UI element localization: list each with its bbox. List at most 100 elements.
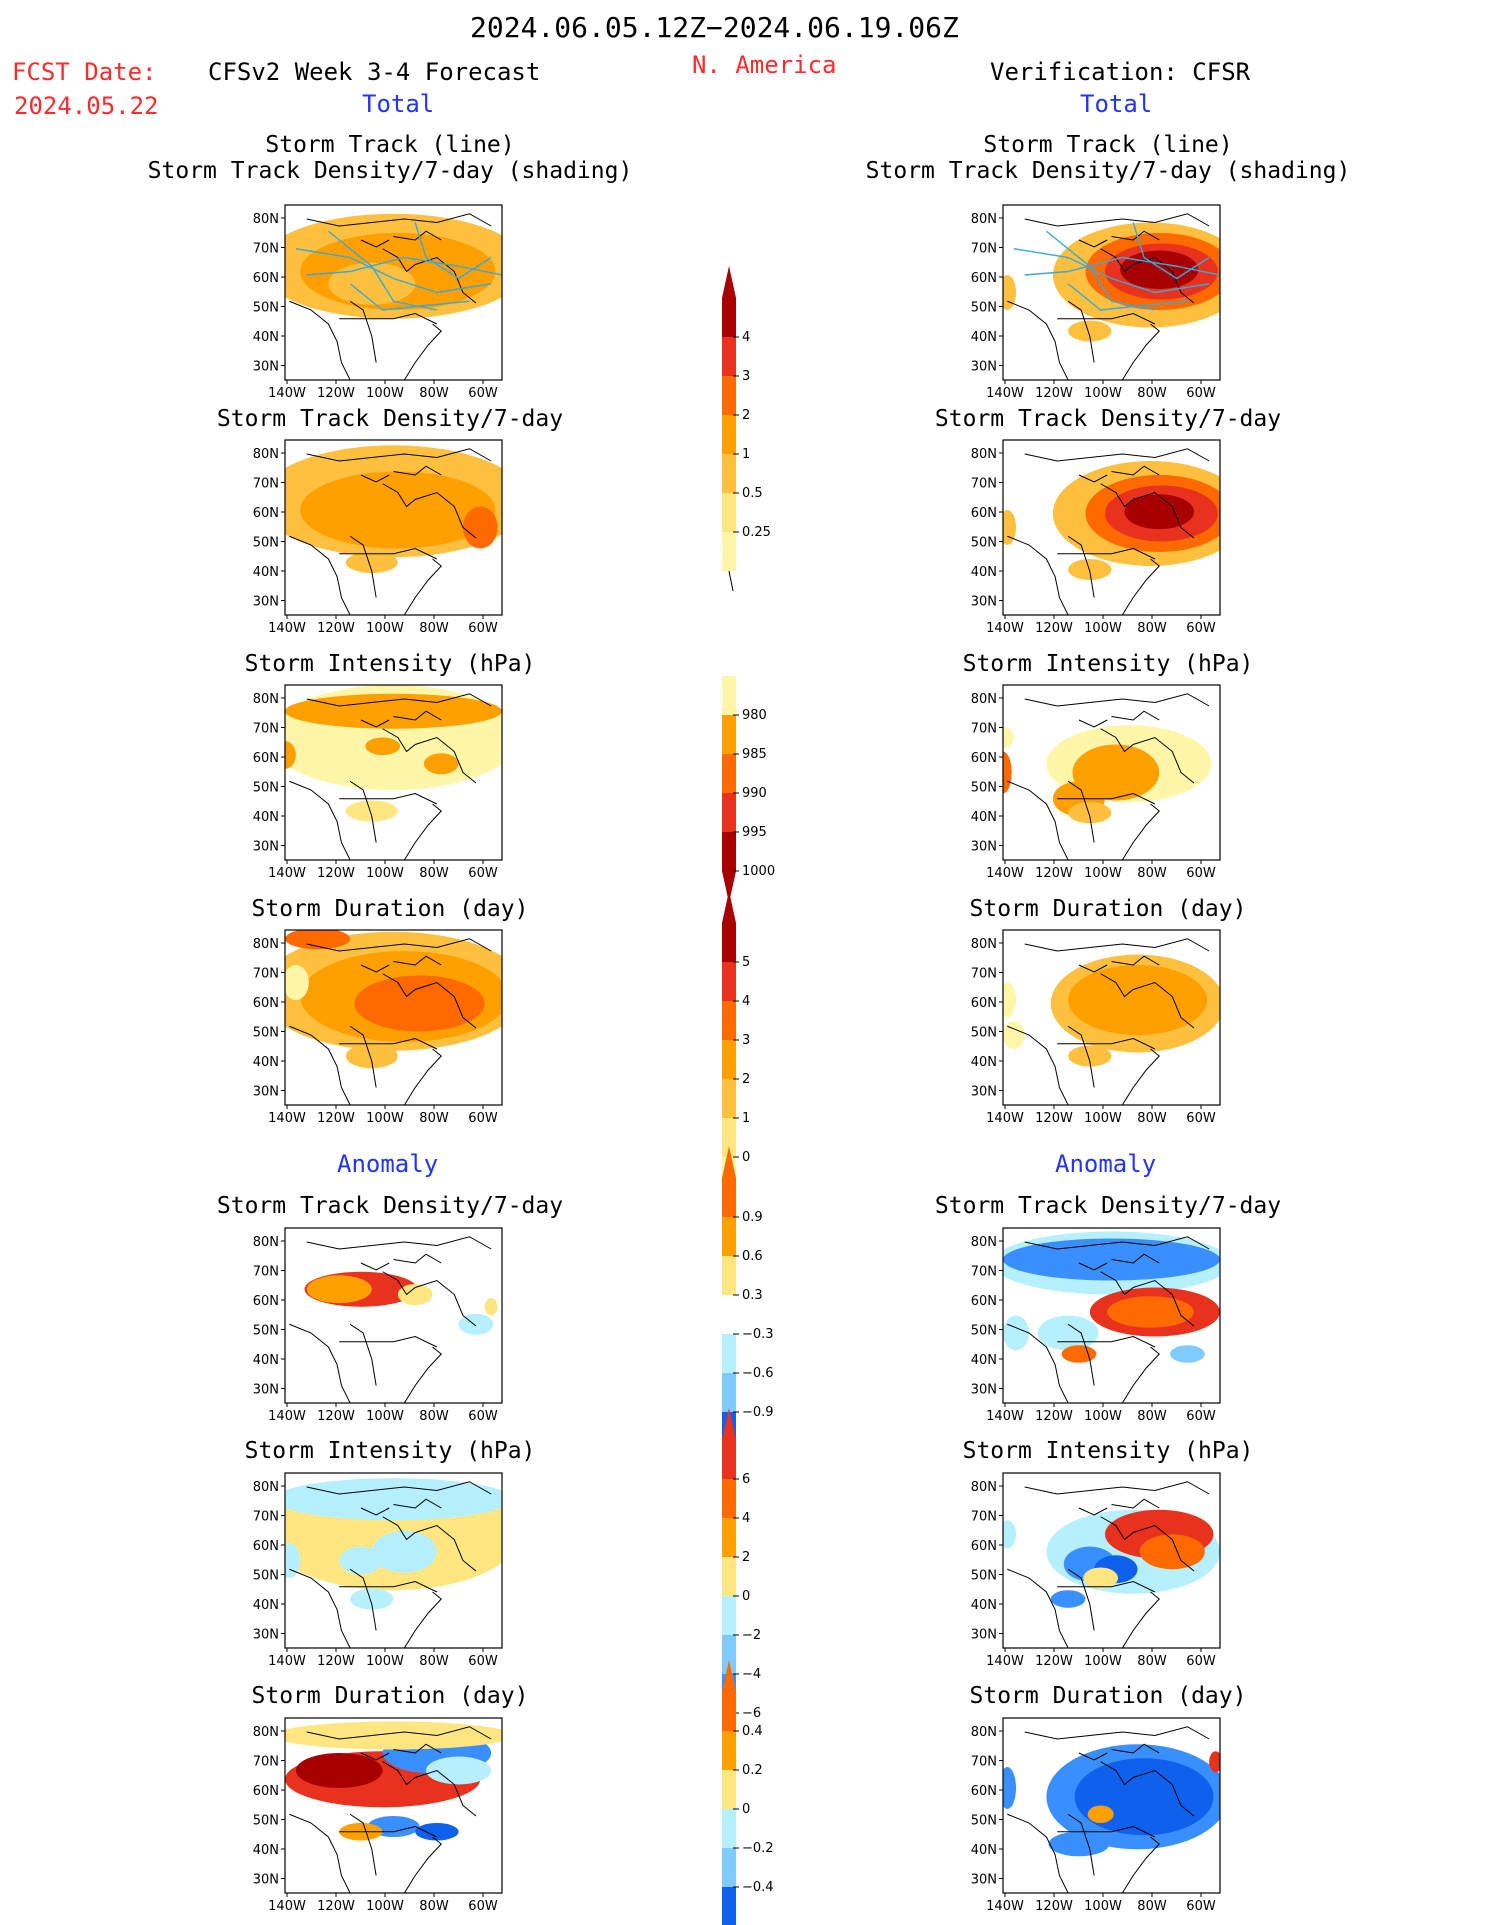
shading-lblue [458, 1313, 494, 1335]
shading-pale [285, 965, 309, 1000]
lat-label: 30N [253, 840, 279, 855]
colorbar-label: 5 [742, 955, 750, 970]
lon-label: 100W [1084, 1111, 1122, 1126]
colorbar-label: −0.3 [742, 1327, 774, 1342]
lat-label: 70N [253, 722, 279, 737]
colorbar-label: 0.4 [742, 1724, 763, 1739]
shading-yellow [484, 1298, 498, 1316]
coastline [306, 1236, 492, 1250]
coastline [1078, 1752, 1108, 1761]
lon-label: 60W [1186, 866, 1216, 881]
map-panel-L4: 80N 70N 60N 50N 40N 30N 140W 120W 100W 80W 60W [253, 1227, 503, 1424]
map-frame [1002, 684, 1221, 861]
map-panel-R2: 80N 70N 60N 50N 40N 30N 140W 120W 100W 80W 60W [971, 684, 1221, 881]
lon-label: 80W [419, 386, 449, 401]
colorbar-label: −4 [742, 1667, 761, 1682]
coastline [1007, 780, 1069, 860]
left-panel3-title: Storm Intensity (hPa) [244, 651, 536, 677]
coastline [289, 1323, 351, 1403]
map-frame [284, 1227, 503, 1404]
colorbar-swatch [722, 1440, 736, 1479]
lon-label: 120W [1035, 1409, 1073, 1424]
lat-label: 40N [253, 1055, 279, 1070]
shading-blue [1048, 1831, 1110, 1857]
left-panel7-title: Storm Duration (day) [251, 1683, 529, 1709]
colorbar-label: 985 [742, 747, 767, 762]
lon-label: 120W [1035, 1654, 1073, 1669]
lon-label: 100W [1084, 866, 1122, 881]
shading-lorange [1003, 275, 1017, 310]
map-frame [1002, 929, 1221, 1106]
coastline [1121, 1048, 1160, 1105]
colorbar-swatch [722, 1635, 736, 1674]
lat-label: 60N [253, 506, 279, 521]
lat-label: 60N [253, 996, 279, 1011]
shading-orange [423, 753, 459, 775]
colorbar-swatch [722, 1217, 736, 1256]
right-panel2-title: Storm Track Density/7-day [934, 406, 1282, 432]
fcst-date-label: FCST Date: [12, 58, 157, 86]
lat-label: 60N [971, 996, 997, 1011]
left-panel4-title: Storm Duration (day) [251, 896, 529, 922]
shading-lblue [1037, 1315, 1099, 1351]
colorbar-swatch [722, 1334, 736, 1373]
shading-dred [1124, 494, 1194, 530]
shading-lblue [371, 1530, 437, 1573]
lat-label: 30N [253, 1383, 279, 1398]
lat-label: 50N [253, 1569, 279, 1584]
lon-label: 140W [986, 386, 1024, 401]
coastline [1121, 803, 1160, 860]
map-panel-L0: 80N 70N 60N 50N 40N 30N 140W 120W 100W 80W 60W [253, 204, 503, 401]
coastline [1007, 1568, 1069, 1648]
shading-orange [1068, 965, 1207, 1035]
colorbar-arrow-top [722, 266, 736, 298]
lat-label: 50N [971, 1324, 997, 1339]
lat-label: 80N [253, 937, 279, 952]
coastline [289, 1025, 351, 1105]
colorbar-density-anom: 0.9 0.6 0.3 −0.3 −0.6 −0.9 [722, 1146, 774, 1483]
lat-label: 30N [253, 1628, 279, 1643]
colorbar-label: −6 [742, 1706, 761, 1721]
shading-lorange [1068, 320, 1112, 342]
coastline [306, 1481, 492, 1495]
colorbar-label: 0.9 [742, 1210, 763, 1225]
lat-label: 80N [971, 692, 997, 707]
map-panel-L1: 80N 70N 60N 50N 40N 30N 140W 120W 100W 80W 60W [253, 439, 503, 636]
lat-label: 50N [253, 1026, 279, 1041]
lon-label: 140W [268, 866, 306, 881]
coastline [1078, 964, 1108, 973]
colorbar-swatch [722, 676, 736, 715]
lat-label: 30N [971, 840, 997, 855]
coastline [1111, 710, 1160, 721]
coastline [403, 1591, 442, 1648]
lon-label: 120W [1035, 1111, 1073, 1126]
colorbar-swatch [722, 415, 736, 454]
coastline [360, 1507, 390, 1516]
lon-label: 120W [317, 866, 355, 881]
colorbar-swatch [722, 1079, 736, 1118]
colorbar-swatch [722, 1596, 736, 1635]
lon-label: 120W [317, 1654, 355, 1669]
shading-orange [365, 737, 401, 755]
colorbar-swatch [722, 298, 736, 337]
lat-label: 70N [253, 1510, 279, 1525]
colorbar-label: 1 [742, 447, 750, 462]
coastline [393, 710, 442, 721]
lon-label: 100W [366, 1409, 404, 1424]
left-panel2-title: Storm Track Density/7-day [216, 406, 564, 432]
coastline [349, 1813, 377, 1876]
shading-dorange [1107, 1296, 1194, 1328]
map-frame [1002, 1717, 1221, 1894]
lon-label: 120W [1035, 621, 1073, 636]
coastline [360, 1752, 390, 1761]
colorbar-label: 4 [742, 1511, 750, 1526]
shading-dorange [1061, 1345, 1097, 1363]
coastline [1067, 1813, 1095, 1876]
colorbar-intensity-total: 980 985 990 995 1000 [722, 676, 775, 903]
lat-label: 60N [971, 1784, 997, 1799]
coastline [403, 1048, 442, 1105]
colorbar-label: 0.25 [742, 525, 771, 540]
coastline [1100, 1516, 1195, 1572]
lon-label: 120W [1035, 1899, 1073, 1914]
coastline [393, 1253, 442, 1264]
